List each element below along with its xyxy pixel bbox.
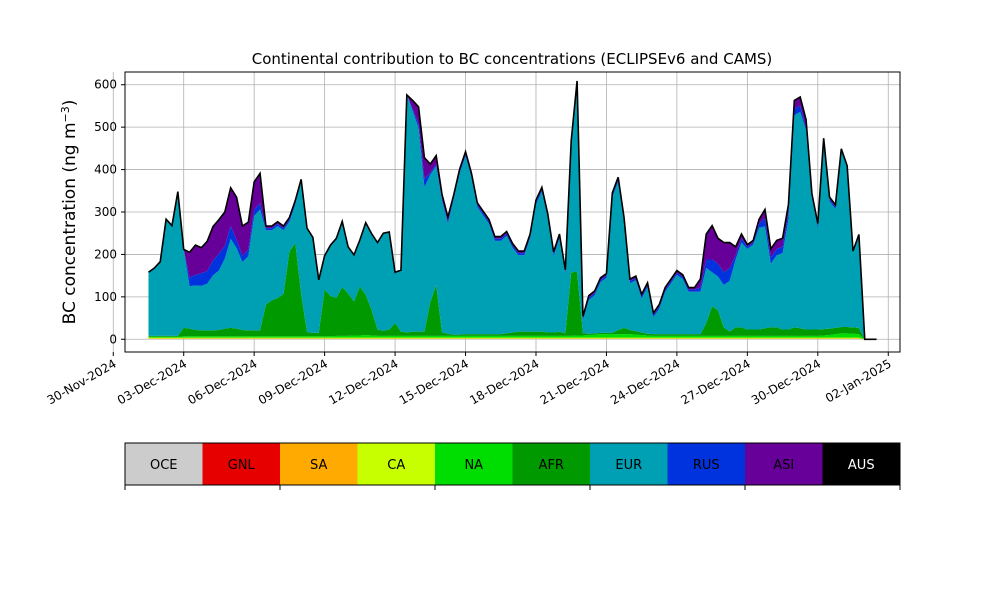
x-tick-label: 30-Nov-2024 xyxy=(45,356,119,407)
legend-swatch-sa xyxy=(280,443,358,485)
x-tick-label: 18-Dec-2024 xyxy=(467,356,541,407)
y-tick-label: 600 xyxy=(94,78,117,92)
plot-area: 0 100 200 300 400 500 600 30-Nov-202403-Dec-202… xyxy=(45,71,901,407)
legend-swatch-asi xyxy=(745,443,823,485)
legend-label-na: NA xyxy=(464,458,483,473)
area-ca xyxy=(148,337,877,340)
x-tick-label: 15-Dec-2024 xyxy=(397,356,471,407)
x-tick-label: 27-Dec-2024 xyxy=(679,356,753,407)
legend-swatch-rus xyxy=(667,443,746,485)
y-axis-label-sup: −3 xyxy=(59,106,72,122)
legend: OCE GNL SA CA NA AFR EUR RUS ASI AUS xyxy=(124,442,901,490)
legend-swatch-ca xyxy=(357,443,436,485)
y-tick-label: 200 xyxy=(94,247,117,261)
y-tick-label: 100 xyxy=(94,290,117,304)
legend-label-asi: ASI xyxy=(773,458,794,473)
x-tick-label: 12-Dec-2024 xyxy=(326,356,400,407)
x-tick-label: 30-Dec-2024 xyxy=(749,356,823,407)
y-axis-label: BC concentration (ng m−3) xyxy=(59,100,81,325)
legend-swatch-gnl xyxy=(202,443,281,485)
y-axis-label-close: ) xyxy=(60,100,80,107)
x-tick-label: 03-Dec-2024 xyxy=(115,356,189,407)
legend-label-oce: OCE xyxy=(150,458,178,473)
y-tick-label: 400 xyxy=(94,163,117,177)
y-axis-label-text: BC concentration (ng m xyxy=(60,122,80,324)
legend-swatch-oce xyxy=(125,443,203,485)
area-na xyxy=(148,333,877,340)
area-sa xyxy=(148,338,877,340)
legend-label-afr: AFR xyxy=(539,458,564,473)
y-tick-label: 0 xyxy=(109,332,117,346)
legend-label-gnl: GNL xyxy=(228,458,256,473)
x-tick-label: 09-Dec-2024 xyxy=(256,356,330,407)
y-tick-label: 500 xyxy=(94,120,117,134)
legend-swatch-aus xyxy=(822,443,901,485)
legend-label-rus: RUS xyxy=(693,458,720,473)
x-tick-label: 02-Jan-2025 xyxy=(823,356,894,405)
legend-swatch-afr xyxy=(512,443,591,485)
x-tick-label: 21-Dec-2024 xyxy=(538,356,612,407)
legend-label-ca: CA xyxy=(387,458,405,473)
y-tick-label: 300 xyxy=(94,205,117,219)
legend-swatch-eur xyxy=(590,443,668,485)
legend-label-sa: SA xyxy=(310,458,327,473)
legend-swatch-na xyxy=(435,443,513,485)
total-line xyxy=(148,80,877,341)
area-eur xyxy=(148,85,877,340)
x-tick-label: 24-Dec-2024 xyxy=(608,356,682,407)
legend-label-eur: EUR xyxy=(615,458,642,473)
legend-label-aus: AUS xyxy=(848,458,875,473)
legend-frame xyxy=(124,442,901,486)
chart-title: Continental contribution to BC concentra… xyxy=(252,50,773,68)
x-tick-label: 06-Dec-2024 xyxy=(185,356,259,407)
area-afr xyxy=(148,242,877,340)
